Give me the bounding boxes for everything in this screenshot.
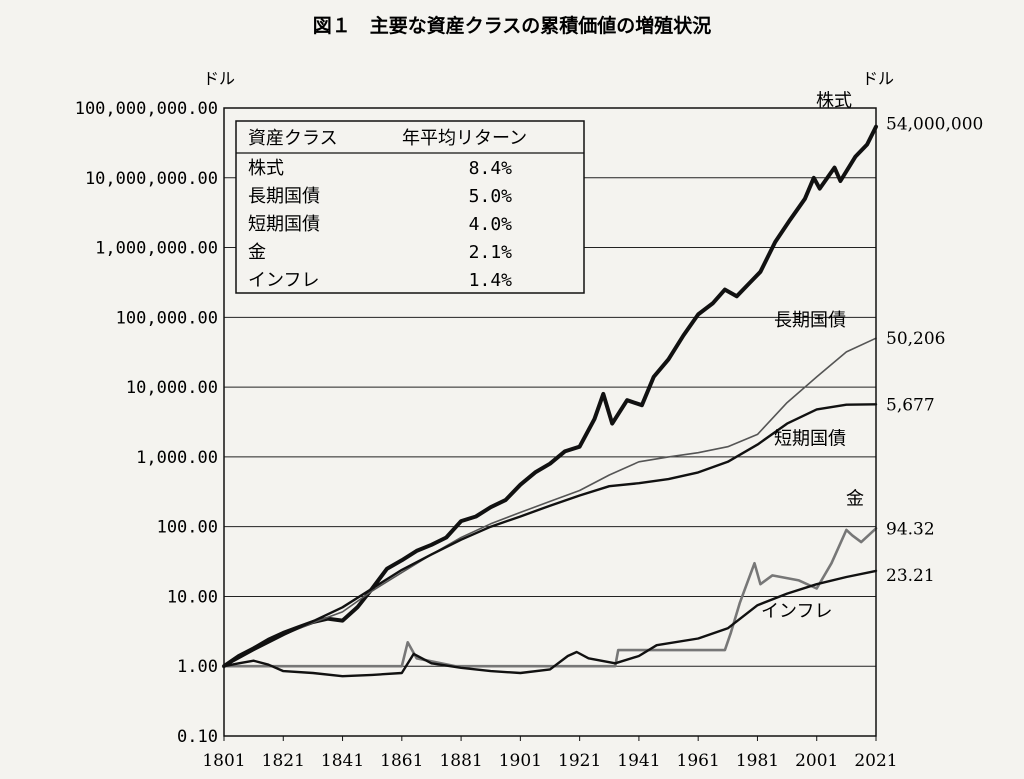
chart-title: 図１ 主要な資産クラスの累積価値の増殖状況 [313,14,712,37]
series-lines [222,124,878,678]
x-tick-label: 1881 [439,751,482,771]
x-tick-label: 1821 [262,751,305,771]
x-tick-label: 2021 [854,751,897,771]
series-name-label: インフレ [761,601,832,622]
x-tick-label: 1921 [558,751,601,771]
series-name-label: 長期国債 [774,310,846,331]
series-line-インフレ [222,569,878,678]
y-unit-left: ドル [203,69,235,88]
series-end-value: 54,000,000 [886,115,983,135]
series-name-label: 金 [846,488,864,509]
y-tick-label: 100,000.00 [116,308,218,328]
y-tick-label: 100.00 [157,518,218,538]
legend-row-name: 金 [248,242,266,263]
legend-row-return: 4.0% [469,214,513,235]
y-unit-right: ドル [862,69,894,88]
series-name-label: 株式 [816,91,852,112]
legend-row-return: 5.0% [469,186,513,207]
series-end-value: 94.32 [886,519,935,539]
series-end-value: 23.21 [886,566,935,586]
legend-header-class: 資産クラス [248,128,338,149]
y-tick-label: 1,000.00 [136,448,218,468]
y-tick-label: 1.00 [177,657,218,677]
series-line-短期国債 [222,403,878,668]
legend-row-return: 2.1% [469,242,513,263]
plot-frame [223,107,877,737]
y-axis: 0.10 1.00 10.00 100.00 1,000.00 10,000.00 100,… [75,99,218,747]
x-tick-label: 1841 [321,751,364,771]
x-tick-label: 2001 [795,751,838,771]
series-line-長期国債 [223,337,877,667]
x-tick-label: 1981 [736,751,779,771]
legend-row-return: 8.4% [469,158,513,179]
x-tick-label: 1901 [499,751,542,771]
y-tick-label: 10.00 [167,587,218,607]
x-tick-label: 1941 [617,751,660,771]
legend-header-return: 年平均リターン [402,128,527,149]
legend-box [235,120,585,294]
series-name-label: 短期国債 [774,428,846,449]
series-end-value: 50,206 [886,329,945,349]
x-tick-label: 1961 [677,751,720,771]
legend-row-return: 1.4% [469,270,513,291]
x-tick-label: 1861 [380,751,423,771]
series-line-株式 [222,124,878,669]
y-tick-label: 10,000.00 [126,378,218,398]
series-labels: 株式 54,000,000 長期国債 50,206 短期国債 5,677 金 94.32 インフ… [761,91,983,622]
legend-row-name: インフレ [248,270,319,291]
y-tick-label: 0.10 [177,727,218,747]
y-tick-label: 1,000,000.00 [95,239,218,259]
legend-row-name: 長期国債 [248,186,320,207]
y-tick-label: 100,000,000.00 [75,99,218,119]
legend-row-name: 株式 [248,158,284,179]
series-end-value: 5,677 [886,395,935,415]
legend-row-name: 短期国債 [248,214,320,235]
x-axis: 1801 1821 1841 1861 1881 1901 1921 1941 1961 1981… [202,736,898,771]
x-tick-label: 1801 [202,751,245,771]
y-tick-label: 10,000,000.00 [85,169,218,189]
